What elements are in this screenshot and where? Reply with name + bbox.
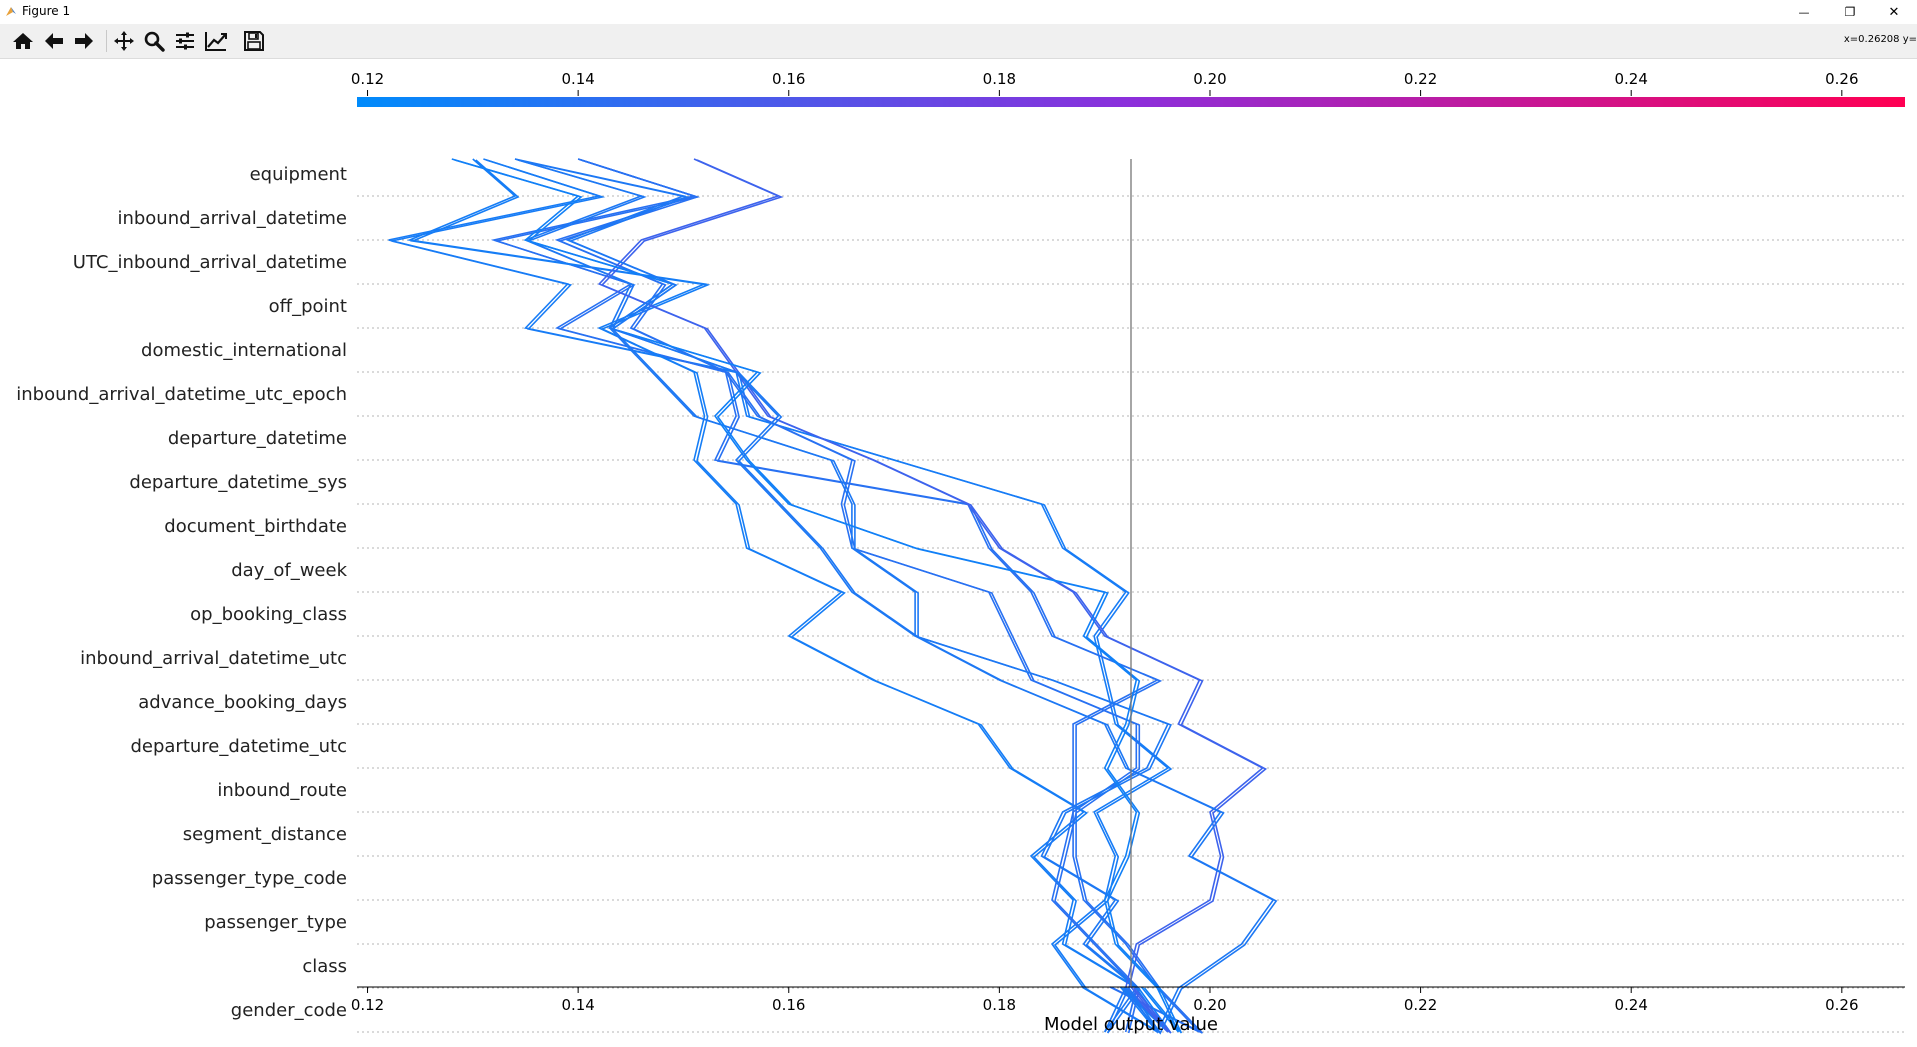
- navigation-toolbar: x=0.26208 y=: [0, 24, 1917, 59]
- feature-label: departure_datetime_sys: [129, 472, 347, 493]
- top-axis: 0.12 0.14 0.16 0.18 0.20 0.22 0.24 0.26: [351, 70, 1859, 96]
- feature-label: inbound_arrival_datetime: [117, 208, 347, 229]
- figure-app-icon: [6, 7, 16, 16]
- top-tick-label: 0.26: [1825, 70, 1858, 88]
- pan-icon: [114, 31, 134, 51]
- feature-label: op_booking_class: [190, 604, 347, 625]
- feature-label: advance_booking_days: [138, 692, 347, 713]
- bottom-tick-label: 0.14: [561, 996, 594, 1014]
- coordinate-readout: x=0.26208 y=: [1843, 34, 1917, 45]
- zoom-button[interactable]: [141, 29, 167, 53]
- plot-area[interactable]: 0.12 0.14 0.16 0.18 0.20 0.22 0.24 0.26 0.12 0.1…: [0, 59, 1917, 1047]
- series-line: [490, 158, 1200, 1033]
- feature-label: passenger_type_code: [152, 868, 347, 889]
- series-lines: [388, 158, 1278, 1035]
- configure-subplots-button[interactable]: [172, 29, 198, 53]
- series-line: [391, 159, 1173, 1034]
- top-tick-label: 0.14: [561, 70, 594, 88]
- pan-button[interactable]: [111, 29, 137, 53]
- top-tick-label: 0.22: [1404, 70, 1437, 88]
- bottom-tick-label: 0.20: [1193, 996, 1226, 1014]
- window-title: Figure 1: [22, 4, 71, 18]
- series-line: [600, 159, 1268, 1034]
- feature-label: passenger_type: [204, 912, 347, 933]
- series-line: [451, 158, 1180, 1033]
- maximize-icon: ❐: [1844, 5, 1856, 19]
- forward-button[interactable]: [71, 29, 97, 53]
- series-line: [557, 159, 1163, 1034]
- bottom-axis: 0.12 0.14 0.16 0.18 0.20 0.22 0.24 0.26: [351, 987, 1859, 1014]
- feature-label: inbound_arrival_datetime_utc: [80, 648, 347, 669]
- bottom-tick-label: 0.24: [1615, 996, 1648, 1014]
- configure-subplots-icon: [176, 32, 194, 50]
- feature-labels: equipment inbound_arrival_datetime UTC_inb…: [16, 164, 347, 1021]
- series-line: [514, 158, 1275, 1034]
- feature-label: departure_datetime_utc: [130, 736, 347, 757]
- feature-label: segment_distance: [183, 824, 347, 845]
- feature-label: document_birthdate: [164, 516, 347, 537]
- edit-axis-button[interactable]: [203, 29, 229, 53]
- maximize-button[interactable]: ❐: [1827, 0, 1873, 24]
- top-tick-label: 0.24: [1615, 70, 1648, 88]
- colorbar: [357, 97, 1905, 107]
- zoom-icon: [144, 31, 165, 52]
- back-arrow-icon: [45, 33, 63, 49]
- feature-label: departure_datetime: [168, 428, 347, 449]
- grid-lines: [357, 195, 1905, 1033]
- series-line: [597, 158, 1265, 1033]
- top-tick-label: 0.20: [1193, 70, 1226, 88]
- feature-label: inbound_arrival_datetime_utc_epoch: [16, 384, 347, 405]
- feature-label: equipment: [250, 164, 347, 185]
- close-icon: ✕: [1888, 4, 1900, 20]
- bottom-tick-label: 0.16: [772, 996, 805, 1014]
- feature-label: day_of_week: [231, 560, 347, 581]
- series-line: [409, 159, 1172, 1034]
- feature-label: inbound_route: [217, 780, 347, 801]
- top-tick-label: 0.18: [983, 70, 1016, 88]
- bottom-tick-label: 0.26: [1825, 996, 1858, 1014]
- series-line: [514, 158, 1169, 1033]
- series-line: [388, 158, 1170, 1033]
- save-icon: [244, 31, 264, 51]
- save-button[interactable]: [241, 29, 267, 53]
- bottom-tick-label: 0.18: [983, 996, 1016, 1014]
- back-button[interactable]: [41, 29, 67, 53]
- series-line: [493, 159, 1203, 1034]
- series-line: [517, 159, 1172, 1034]
- feature-label: domestic_international: [141, 340, 347, 361]
- toolbar-separator: [106, 30, 107, 52]
- forward-arrow-icon: [75, 33, 93, 49]
- title-bar: Figure 1 — ❐ ✕: [0, 0, 1917, 24]
- x-axis-label: Model output value: [1044, 1014, 1218, 1035]
- bottom-tick-label: 0.12: [351, 996, 384, 1014]
- top-tick-label: 0.16: [772, 70, 805, 88]
- close-button[interactable]: ✕: [1871, 0, 1917, 24]
- decision-plot-chart[interactable]: 0.12 0.14 0.16 0.18 0.20 0.22 0.24 0.26 0.12 0.1…: [0, 59, 1917, 1043]
- home-button[interactable]: [10, 29, 36, 53]
- home-icon: [13, 33, 33, 49]
- top-tick-label: 0.12: [351, 70, 384, 88]
- feature-label: off_point: [269, 296, 347, 317]
- feature-label: UTC_inbound_arrival_datetime: [73, 252, 347, 273]
- minimize-button[interactable]: —: [1781, 0, 1827, 24]
- minimize-icon: —: [1798, 5, 1810, 19]
- bottom-tick-label: 0.22: [1404, 996, 1437, 1014]
- series-line: [517, 159, 1278, 1035]
- edit-axis-icon: [205, 32, 227, 51]
- feature-label: gender_code: [231, 1000, 347, 1021]
- feature-label: class: [302, 956, 347, 977]
